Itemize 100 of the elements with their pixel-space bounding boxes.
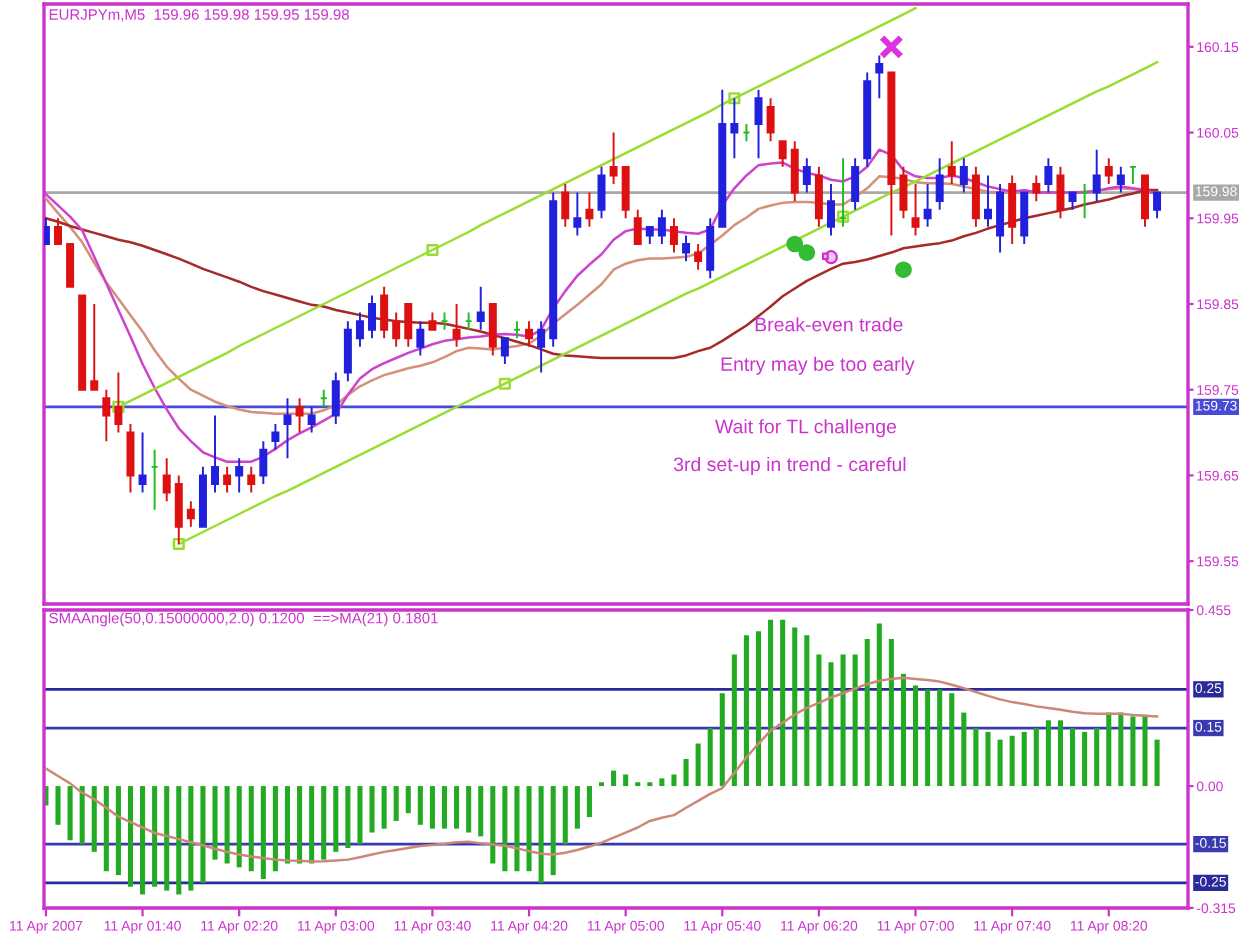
candlestick xyxy=(1141,174,1149,228)
candlestick xyxy=(742,123,751,143)
bar xyxy=(514,786,520,872)
candlestick xyxy=(971,165,980,228)
bar xyxy=(1057,720,1063,787)
bar xyxy=(429,786,435,829)
candlestick xyxy=(319,388,328,408)
bar xyxy=(333,786,339,852)
candlestick xyxy=(754,88,763,160)
bar xyxy=(611,770,617,787)
bar xyxy=(79,786,85,845)
bar xyxy=(466,786,472,833)
candlestick xyxy=(718,88,727,228)
candlestick xyxy=(355,311,364,348)
candlestick xyxy=(1104,157,1113,185)
candlestick xyxy=(1116,165,1125,194)
bar xyxy=(345,786,351,849)
candlestick xyxy=(573,191,582,237)
candlestick xyxy=(295,397,304,434)
candlestick xyxy=(694,243,703,271)
bar xyxy=(1154,739,1160,787)
bar xyxy=(840,654,846,787)
candlestick xyxy=(1020,191,1029,245)
candlestick xyxy=(996,183,1005,254)
bar xyxy=(780,619,786,787)
bar xyxy=(490,786,496,864)
candlestick xyxy=(549,191,558,348)
bar xyxy=(671,774,677,787)
bar xyxy=(502,786,508,872)
bar xyxy=(224,786,230,864)
candlestick xyxy=(633,208,642,245)
candlestick xyxy=(78,294,87,391)
bar xyxy=(164,786,170,891)
bar xyxy=(768,619,774,787)
bar xyxy=(152,786,158,887)
bar xyxy=(973,728,979,787)
bar xyxy=(248,786,254,872)
candlestick xyxy=(380,285,389,340)
bar xyxy=(1130,716,1136,787)
candlestick xyxy=(368,294,377,340)
bar xyxy=(1094,728,1100,787)
candlestick xyxy=(464,311,473,331)
candlestick xyxy=(657,208,666,245)
bar xyxy=(961,712,967,787)
candlestick xyxy=(66,243,75,288)
bar xyxy=(297,786,303,864)
candlestick xyxy=(283,397,292,460)
bar xyxy=(309,786,315,864)
candlestick xyxy=(923,183,932,228)
candlestick xyxy=(1044,157,1053,194)
bar xyxy=(1009,735,1015,787)
bar xyxy=(1021,731,1027,787)
bar xyxy=(900,673,906,787)
candlestick xyxy=(1056,165,1065,220)
candlestick xyxy=(778,140,787,168)
candlestick xyxy=(416,320,425,357)
bar xyxy=(562,786,568,845)
candlestick xyxy=(271,423,280,451)
candlestick xyxy=(1080,183,1089,220)
bar xyxy=(876,623,882,787)
candlestick xyxy=(331,371,340,425)
candlestick xyxy=(875,54,884,100)
candlestick xyxy=(90,303,99,391)
candlestick xyxy=(126,423,135,494)
point xyxy=(728,92,741,105)
candlestick xyxy=(802,157,811,194)
candlestick xyxy=(440,311,449,331)
candlestick xyxy=(138,431,147,494)
candlestick xyxy=(947,140,956,185)
bar xyxy=(574,786,580,829)
bar xyxy=(55,786,61,825)
bar xyxy=(719,693,725,787)
candlestick xyxy=(307,405,316,434)
candlestick xyxy=(669,217,678,254)
line-series xyxy=(44,676,1159,863)
candlestick xyxy=(500,337,509,365)
candlestick xyxy=(911,183,920,237)
bar xyxy=(623,774,629,787)
bar xyxy=(115,786,121,876)
point xyxy=(879,34,904,60)
point xyxy=(895,261,912,279)
bar xyxy=(260,786,266,879)
candlestick xyxy=(211,414,220,494)
bar xyxy=(985,731,991,787)
candlestick xyxy=(476,285,485,331)
candlestick xyxy=(597,165,606,220)
bar xyxy=(393,786,399,821)
line-series xyxy=(44,175,1159,415)
point xyxy=(786,235,804,253)
bar xyxy=(804,635,810,787)
bar xyxy=(997,739,1003,787)
bar xyxy=(707,728,713,787)
candlestick xyxy=(512,320,521,340)
bar xyxy=(417,786,423,825)
bar xyxy=(357,786,363,845)
bar xyxy=(1106,712,1112,787)
candlestick xyxy=(851,157,860,211)
bar xyxy=(816,654,822,787)
bar xyxy=(925,689,931,787)
bar xyxy=(683,759,689,787)
